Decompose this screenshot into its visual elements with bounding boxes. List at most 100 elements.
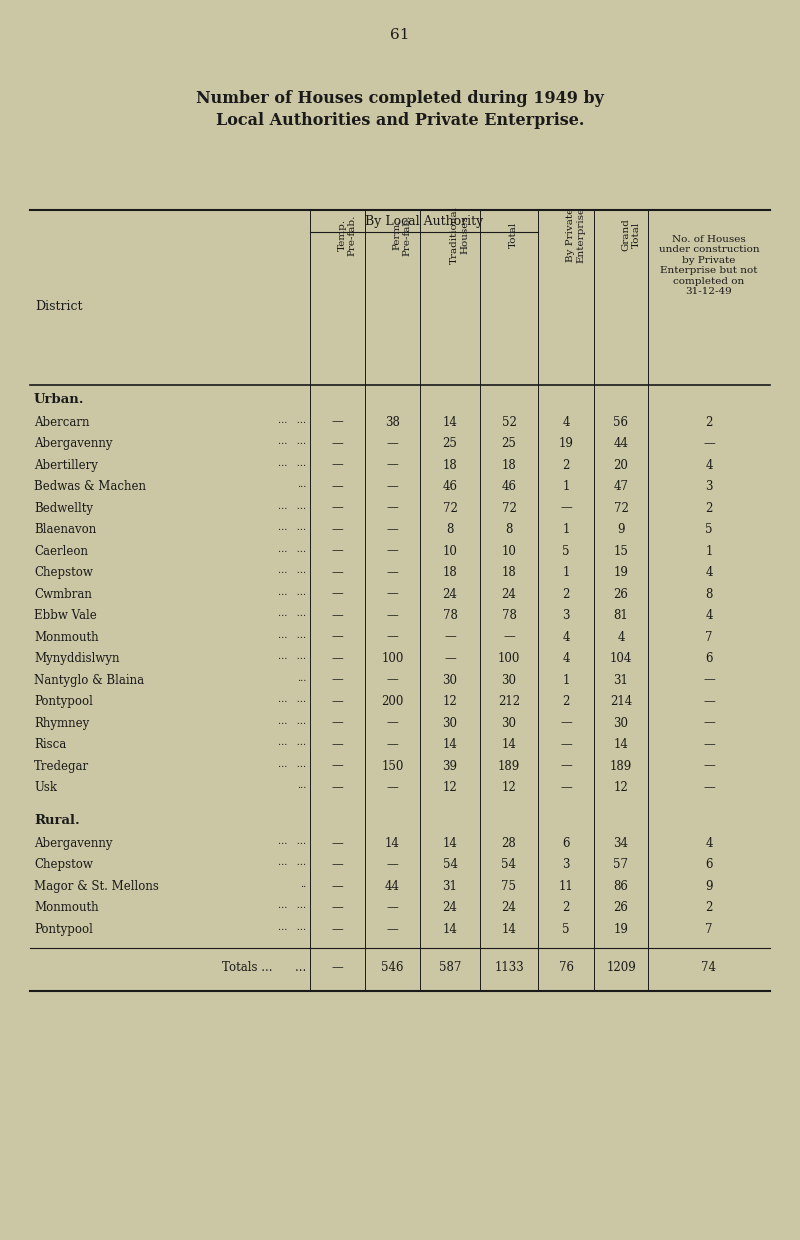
Text: Grand
Total: Grand Total (621, 218, 640, 252)
Text: 39: 39 (442, 760, 458, 773)
Text: Pontypool: Pontypool (34, 696, 93, 708)
Text: —: — (703, 738, 715, 751)
Text: 9: 9 (706, 880, 713, 893)
Text: 25: 25 (442, 436, 458, 450)
Text: Nantyglo & Blaina: Nantyglo & Blaina (34, 673, 144, 687)
Text: 54: 54 (502, 858, 517, 872)
Text: 30: 30 (442, 717, 458, 729)
Text: 46: 46 (502, 480, 517, 494)
Text: Perm.
Pre-fab.: Perm. Pre-fab. (393, 215, 412, 255)
Text: Chepstow: Chepstow (34, 567, 93, 579)
Text: 14: 14 (502, 923, 517, 936)
Text: ...   ...: ... ... (278, 631, 306, 640)
Text: ...   ...: ... ... (278, 717, 306, 725)
Text: By Local Authority: By Local Authority (365, 215, 483, 228)
Text: 38: 38 (385, 415, 400, 429)
Text: 61: 61 (390, 29, 410, 42)
Text: —: — (444, 631, 456, 644)
Text: —: — (332, 480, 343, 494)
Text: —: — (703, 436, 715, 450)
Text: 28: 28 (502, 837, 516, 849)
Text: Local Authorities and Private Enterprise.: Local Authorities and Private Enterprise… (216, 112, 584, 129)
Text: 12: 12 (442, 696, 458, 708)
Text: 5: 5 (562, 544, 570, 558)
Text: 57: 57 (614, 858, 629, 872)
Text: 47: 47 (614, 480, 629, 494)
Text: 11: 11 (558, 880, 574, 893)
Text: 14: 14 (442, 923, 458, 936)
Text: —: — (332, 544, 343, 558)
Text: 12: 12 (614, 781, 628, 794)
Text: Rural.: Rural. (34, 815, 80, 827)
Text: ...: ... (297, 480, 306, 489)
Text: Abertillery: Abertillery (34, 459, 98, 471)
Text: 7: 7 (706, 923, 713, 936)
Text: 104: 104 (610, 652, 632, 665)
Text: 46: 46 (442, 480, 458, 494)
Text: —: — (560, 781, 572, 794)
Text: 4: 4 (706, 567, 713, 579)
Text: —: — (332, 901, 343, 914)
Text: —: — (332, 588, 343, 600)
Text: 9: 9 (618, 523, 625, 536)
Text: 200: 200 (382, 696, 404, 708)
Text: 1: 1 (562, 567, 570, 579)
Text: 30: 30 (442, 673, 458, 687)
Text: 8: 8 (506, 523, 513, 536)
Text: 3: 3 (706, 480, 713, 494)
Text: 5: 5 (562, 923, 570, 936)
Text: 12: 12 (442, 781, 458, 794)
Text: Magor & St. Mellons: Magor & St. Mellons (34, 880, 159, 893)
Text: 8: 8 (446, 523, 454, 536)
Text: ...   ...: ... ... (278, 459, 306, 467)
Text: 8: 8 (706, 588, 713, 600)
Text: 76: 76 (558, 961, 574, 975)
Text: 1: 1 (562, 673, 570, 687)
Text: 31: 31 (442, 880, 458, 893)
Text: —: — (444, 652, 456, 665)
Text: —: — (560, 717, 572, 729)
Text: —: — (560, 501, 572, 515)
Text: —: — (332, 923, 343, 936)
Text: Abergavenny: Abergavenny (34, 837, 113, 849)
Text: —: — (332, 696, 343, 708)
Text: Abercarn: Abercarn (34, 415, 90, 429)
Text: ...   ...: ... ... (278, 415, 306, 424)
Text: 2: 2 (562, 588, 570, 600)
Text: —: — (386, 738, 398, 751)
Text: —: — (332, 837, 343, 849)
Text: Totals ...      ...: Totals ... ... (222, 961, 306, 975)
Text: Caerleon: Caerleon (34, 544, 88, 558)
Text: ...   ...: ... ... (278, 901, 306, 910)
Text: Temp.
Pre-fab.: Temp. Pre-fab. (338, 215, 357, 255)
Text: 1: 1 (706, 544, 713, 558)
Text: 7: 7 (706, 631, 713, 644)
Text: 2: 2 (706, 415, 713, 429)
Text: 81: 81 (614, 609, 628, 622)
Text: —: — (332, 880, 343, 893)
Text: ...   ...: ... ... (278, 696, 306, 704)
Text: Bedwellty: Bedwellty (34, 501, 93, 515)
Text: 18: 18 (442, 567, 458, 579)
Text: 150: 150 (382, 760, 404, 773)
Text: 44: 44 (614, 436, 629, 450)
Text: —: — (703, 760, 715, 773)
Text: Risca: Risca (34, 738, 66, 751)
Text: 5: 5 (706, 523, 713, 536)
Text: —: — (332, 673, 343, 687)
Text: 1: 1 (562, 523, 570, 536)
Text: ...   ...: ... ... (278, 609, 306, 618)
Text: —: — (332, 415, 343, 429)
Text: 26: 26 (614, 588, 629, 600)
Text: 24: 24 (442, 901, 458, 914)
Text: 44: 44 (385, 880, 400, 893)
Text: 25: 25 (502, 436, 517, 450)
Text: 75: 75 (502, 880, 517, 893)
Text: Urban.: Urban. (34, 393, 85, 405)
Text: 1133: 1133 (494, 961, 524, 975)
Text: 6: 6 (706, 858, 713, 872)
Text: —: — (386, 523, 398, 536)
Text: 587: 587 (439, 961, 461, 975)
Text: 10: 10 (442, 544, 458, 558)
Text: Chepstow: Chepstow (34, 858, 93, 872)
